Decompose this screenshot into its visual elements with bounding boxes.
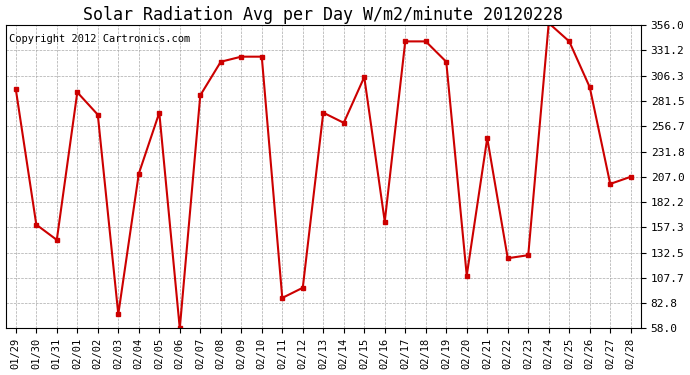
Title: Solar Radiation Avg per Day W/m2/minute 20120228: Solar Radiation Avg per Day W/m2/minute … <box>83 6 563 24</box>
Text: Copyright 2012 Cartronics.com: Copyright 2012 Cartronics.com <box>9 34 190 44</box>
